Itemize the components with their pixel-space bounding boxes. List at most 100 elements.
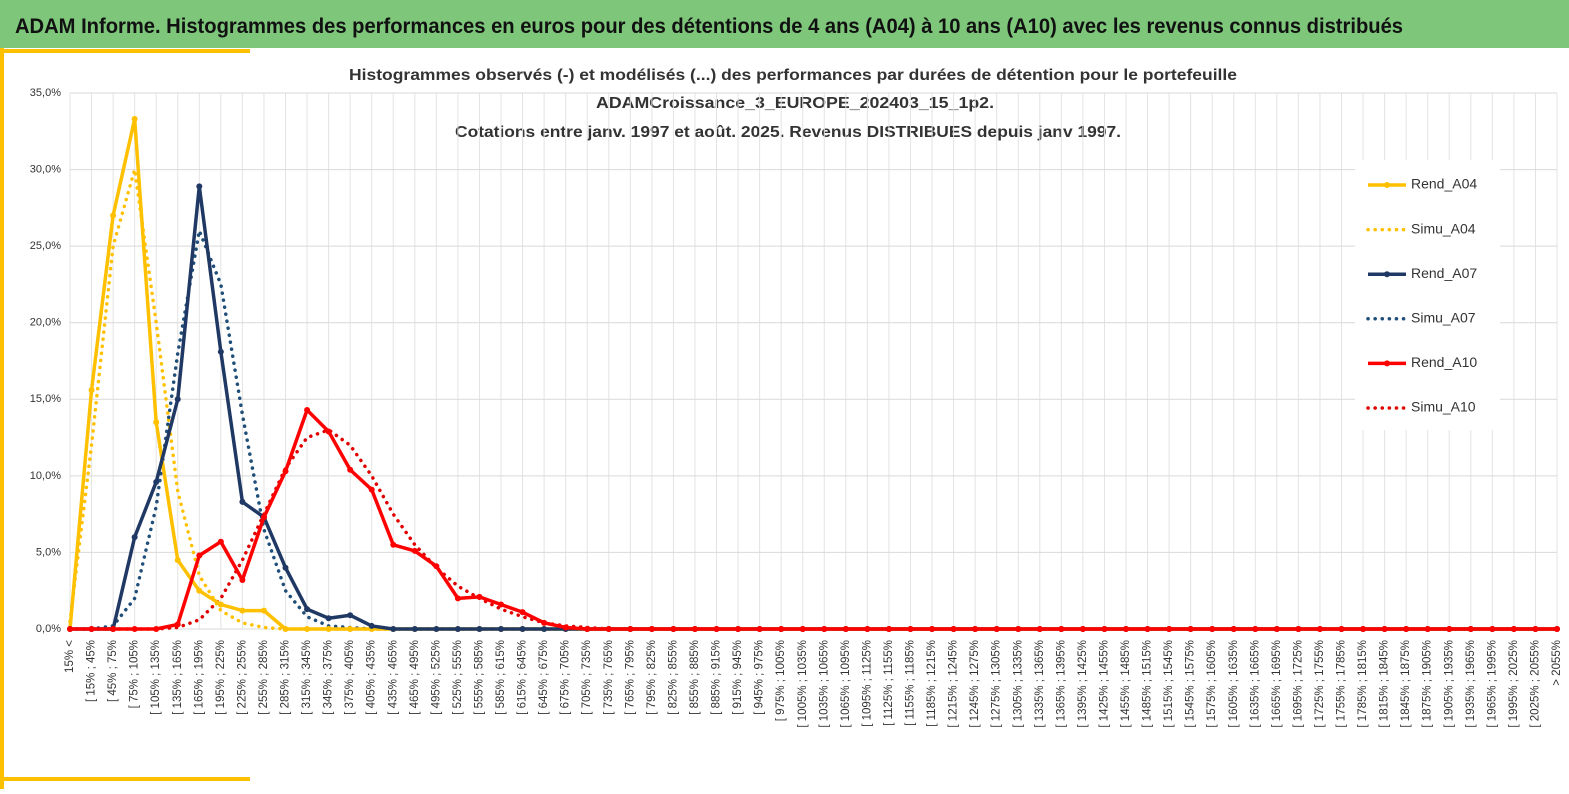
point-marker xyxy=(325,428,332,435)
x-tick-label: [ 15% ; 45% xyxy=(86,640,98,702)
point-marker xyxy=(1338,626,1345,632)
point-marker xyxy=(1230,626,1237,632)
point-marker xyxy=(196,587,203,594)
x-tick-label: [ 1695% ; 1725% xyxy=(1292,640,1304,728)
x-tick-label: [ 1395% ; 1425% xyxy=(1077,640,1089,728)
x-tick-label: [ 1545% ; 1575% xyxy=(1185,640,1197,728)
point-marker xyxy=(433,626,440,632)
point-marker xyxy=(1209,626,1216,632)
x-tick-label: [ 1155% ; 1185% xyxy=(905,640,917,726)
x-tick-label: [ 2025% ; 2055% xyxy=(1529,640,1541,728)
point-marker xyxy=(821,626,828,632)
x-tick-label: [ 915% ; 945% xyxy=(732,640,744,715)
point-marker xyxy=(476,626,483,632)
x-tick-label: [ 675% ; 705% xyxy=(560,640,572,715)
point-marker xyxy=(929,626,936,632)
x-tick-label: [ 495% ; 525% xyxy=(430,640,442,715)
point-marker xyxy=(88,626,95,632)
x-tick-label: [ 1245% ; 1275% xyxy=(969,640,981,728)
x-tick-label: [ 1995% ; 2025% xyxy=(1508,640,1520,728)
x-tick-label: [ 1185% ; 1215% xyxy=(926,640,938,727)
point-marker xyxy=(1446,626,1453,632)
point-marker xyxy=(153,626,160,632)
legend-box xyxy=(1355,160,1500,430)
x-tick-label: [ 1875% ; 1905% xyxy=(1422,640,1434,728)
point-marker xyxy=(239,498,246,505)
point-marker xyxy=(907,626,914,632)
x-tick-label: [ 135% ; 165% xyxy=(172,640,184,715)
point-marker xyxy=(1360,626,1367,632)
point-marker xyxy=(519,609,526,616)
x-tick-label: [ 255% ; 285% xyxy=(258,640,270,715)
point-marker xyxy=(1532,626,1539,632)
point-marker xyxy=(411,547,418,554)
x-tick-label: [ 1755% ; 1785% xyxy=(1336,640,1348,728)
x-tick-label: [ 1305% ; 1335% xyxy=(1012,640,1024,728)
x-tick-label: [ 1125% ; 1155% xyxy=(883,640,895,726)
legend-marker xyxy=(1384,360,1390,367)
point-marker xyxy=(304,626,311,632)
x-tick-label: [ 1275% ; 1305% xyxy=(991,640,1003,728)
x-tick-label: [ 1815% ; 1845% xyxy=(1379,640,1391,728)
point-marker xyxy=(304,407,311,414)
point-marker xyxy=(1015,626,1022,632)
x-tick-label: [ 1935% ; 1965% xyxy=(1465,640,1477,728)
point-marker xyxy=(454,595,461,602)
x-tick-label: [ 1455% ; 1485% xyxy=(1120,640,1132,728)
point-marker xyxy=(498,626,505,632)
x-tick-label: [ 1725% ; 1755% xyxy=(1314,640,1326,728)
point-marker xyxy=(217,601,224,608)
point-marker xyxy=(799,626,806,632)
point-marker xyxy=(433,563,440,570)
y-tick-label: 15,0% xyxy=(30,393,61,405)
series-line xyxy=(70,408,1557,631)
x-tick-label: [ 1665% ; 1695% xyxy=(1271,640,1283,728)
point-marker xyxy=(325,626,332,632)
x-tick-label: [ 1005% ; 1035% xyxy=(797,640,809,728)
point-marker xyxy=(885,626,892,632)
point-marker xyxy=(174,621,181,628)
x-tick-label: [ 885% ; 915% xyxy=(711,640,723,715)
point-marker xyxy=(131,626,138,632)
point-marker xyxy=(347,626,354,632)
point-marker xyxy=(648,626,655,632)
point-marker xyxy=(217,538,224,545)
x-tick-label: [ 75% ; 105% xyxy=(129,640,141,708)
point-marker xyxy=(1273,626,1280,632)
point-marker xyxy=(153,478,160,485)
x-tick-label: [ 945% ; 975% xyxy=(754,640,766,715)
point-marker xyxy=(131,116,138,123)
point-marker xyxy=(390,626,397,632)
point-marker xyxy=(1036,626,1043,632)
point-marker xyxy=(282,468,289,475)
x-tick-label: [ 1035% ; 1065% xyxy=(818,640,830,728)
y-tick-label: 10,0% xyxy=(30,470,61,482)
header-title: ADAM Informe. Histogrammes des performan… xyxy=(15,15,1403,38)
point-marker xyxy=(174,396,181,403)
point-marker xyxy=(1101,626,1108,632)
x-tick-label: [ 1965% ; 1995% xyxy=(1486,640,1498,728)
top-accent xyxy=(0,49,250,53)
point-marker xyxy=(260,514,267,521)
x-tick-label: [ 735% ; 765% xyxy=(603,640,615,715)
point-marker xyxy=(196,183,203,190)
point-marker xyxy=(390,541,397,548)
point-marker xyxy=(519,626,526,632)
point-marker xyxy=(67,626,73,632)
legend-label: Rend_A10 xyxy=(1411,354,1477,370)
x-tick-label: [ 855% ; 885% xyxy=(689,640,701,715)
x-tick-label: [ 315% ; 345% xyxy=(301,640,313,715)
legend-marker xyxy=(1384,182,1390,188)
point-marker xyxy=(454,626,461,632)
point-marker xyxy=(1187,626,1194,632)
x-tick-label: [ 555% ; 585% xyxy=(473,640,485,715)
x-tick-label: [ 435% ; 465% xyxy=(387,640,399,715)
point-marker xyxy=(1122,626,1129,632)
legend-marker xyxy=(1384,271,1390,278)
x-tick-label: [ 825% ; 855% xyxy=(667,640,679,715)
point-marker xyxy=(541,626,548,632)
chart-title: Histogrammes observés (-) et modélisés (… xyxy=(349,67,1237,84)
point-marker xyxy=(972,626,979,632)
